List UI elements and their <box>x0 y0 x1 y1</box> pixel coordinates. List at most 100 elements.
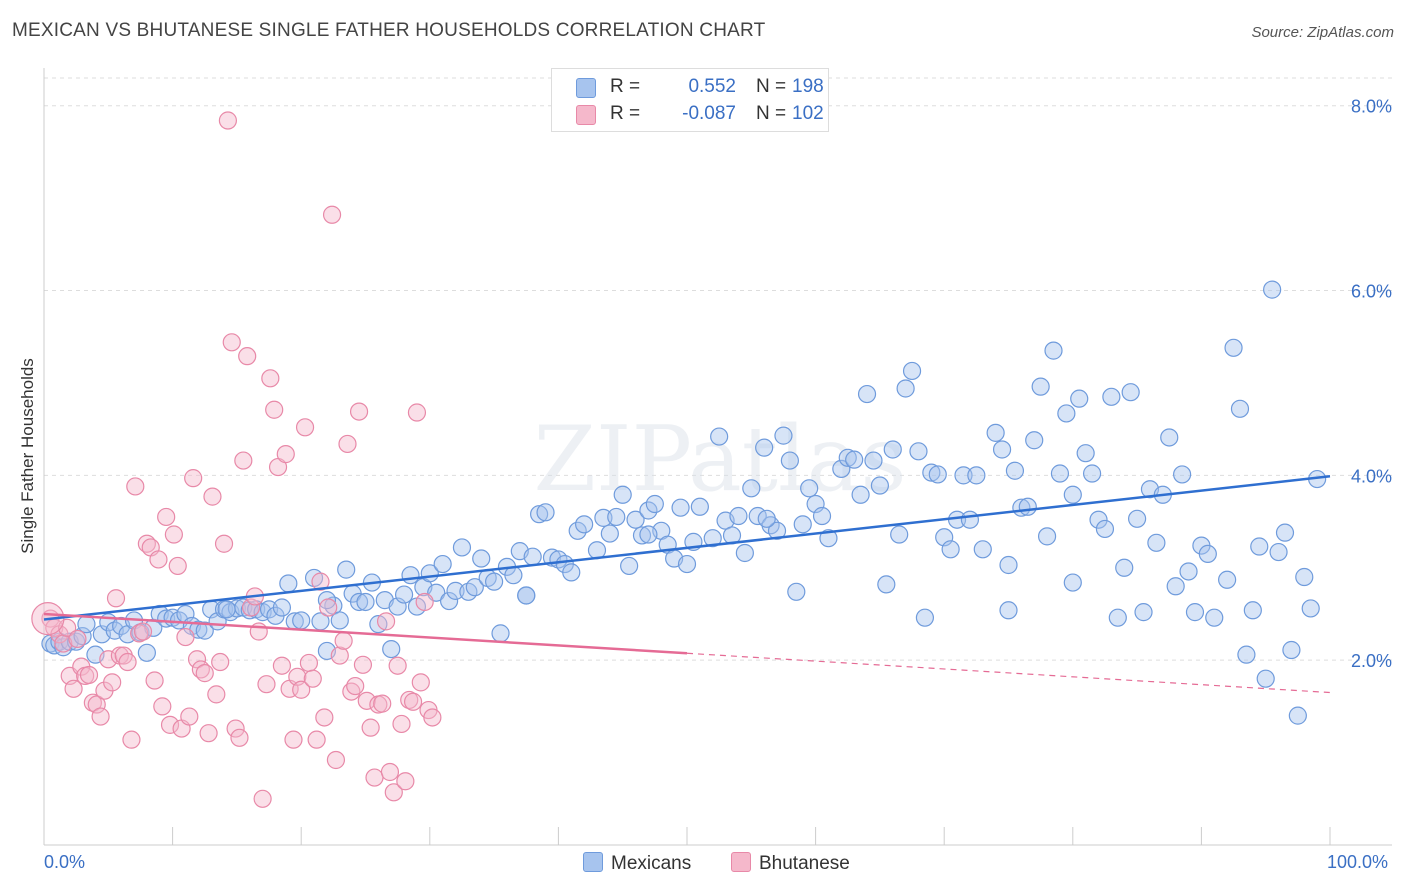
data-point <box>77 615 96 634</box>
data-point <box>106 589 126 608</box>
data-point <box>160 715 180 734</box>
data-point <box>1076 444 1095 463</box>
chart-title: MEXICAN VS BHUTANESE SINGLE FATHER HOUSE… <box>12 20 766 41</box>
data-point <box>613 485 632 504</box>
data-point <box>353 655 373 674</box>
data-point <box>992 440 1012 459</box>
data-point <box>1037 527 1057 546</box>
data-point <box>729 506 748 526</box>
data-point <box>284 730 303 749</box>
legend-item-bhutanese: Bhutanese <box>731 852 850 875</box>
data-point <box>1166 577 1185 596</box>
data-point <box>222 333 241 352</box>
data-point <box>446 581 465 600</box>
y-tick-labels: 2.0% 4.0% 6.0% 8.0% <box>1351 97 1392 671</box>
data-point <box>168 556 187 576</box>
data-point <box>632 526 652 545</box>
data-point <box>1057 404 1076 423</box>
data-point <box>1050 464 1070 483</box>
data-point <box>973 540 992 559</box>
data-point <box>307 730 326 749</box>
data-point <box>677 554 697 574</box>
data-point <box>195 621 214 640</box>
data-point <box>1108 608 1127 627</box>
data-point <box>1218 570 1237 589</box>
data-point <box>774 426 793 445</box>
data-point <box>411 673 430 692</box>
data-point <box>279 574 298 593</box>
data-point <box>79 665 99 685</box>
data-point <box>999 601 1018 620</box>
data-point <box>272 656 292 675</box>
data-point <box>330 611 349 630</box>
data-point <box>380 762 400 782</box>
data-point <box>967 466 986 485</box>
data-point <box>145 671 164 690</box>
data-point <box>388 656 407 675</box>
data-point <box>928 465 947 484</box>
data-point <box>1250 537 1269 556</box>
data-point <box>195 664 214 683</box>
data-point <box>203 487 222 506</box>
data-point <box>87 695 106 714</box>
data-point <box>1018 497 1037 516</box>
data-point <box>133 622 153 641</box>
data-point <box>819 529 838 548</box>
y-axis-label: Single Father Households <box>18 358 37 554</box>
data-point <box>126 477 145 496</box>
legend-n-label: N = <box>756 76 787 97</box>
data-point <box>265 400 284 419</box>
data-point <box>1173 465 1192 484</box>
y-tick-label: 8.0% <box>1351 97 1392 117</box>
data-point <box>1044 341 1063 360</box>
data-point <box>575 515 594 534</box>
data-point <box>1147 533 1166 552</box>
data-point <box>261 369 280 388</box>
data-point <box>207 685 226 704</box>
data-point <box>523 547 542 566</box>
legend-swatch-blue <box>583 852 603 872</box>
trend-line-mexicans <box>43 475 1331 621</box>
data-point <box>407 403 427 422</box>
legend-swatch-pink <box>576 105 596 125</box>
data-point <box>382 639 401 659</box>
data-point <box>226 719 245 738</box>
data-point <box>902 361 922 381</box>
data-point <box>832 459 851 478</box>
legend-r-label: R = <box>610 76 641 97</box>
data-point <box>645 494 664 514</box>
x-tick-label-max: 100.0% <box>1327 852 1389 872</box>
data-point <box>1115 558 1134 577</box>
data-point <box>153 697 172 716</box>
data-point <box>1031 377 1050 396</box>
watermark: ZIPatlas <box>533 407 906 512</box>
data-point <box>1102 387 1121 406</box>
data-point <box>392 714 411 734</box>
data-point <box>337 560 356 579</box>
stats-legend: R = 0.552 N = 198 R = -0.087 N = 102 <box>551 68 829 132</box>
data-point <box>1269 542 1288 562</box>
data-point <box>214 534 234 553</box>
data-point <box>710 427 729 446</box>
data-point <box>485 572 504 591</box>
trend-lines <box>43 475 1331 694</box>
data-point <box>1205 608 1224 627</box>
data-point <box>1301 599 1320 618</box>
data-point <box>1263 280 1282 299</box>
data-point <box>1127 509 1147 528</box>
data-point <box>568 521 587 540</box>
data-point <box>870 476 890 495</box>
data-point <box>187 650 207 669</box>
data-point <box>793 515 812 534</box>
legend-item-mexicans: Mexicans <box>583 852 691 875</box>
data-point <box>960 510 980 529</box>
data-point <box>317 591 337 610</box>
data-point <box>1121 383 1140 402</box>
data-point <box>607 507 626 527</box>
data-point <box>1224 338 1243 357</box>
data-point <box>334 631 353 650</box>
data-point <box>361 718 380 737</box>
data-point <box>626 510 645 529</box>
data-point <box>73 627 92 646</box>
data-point <box>452 538 472 557</box>
